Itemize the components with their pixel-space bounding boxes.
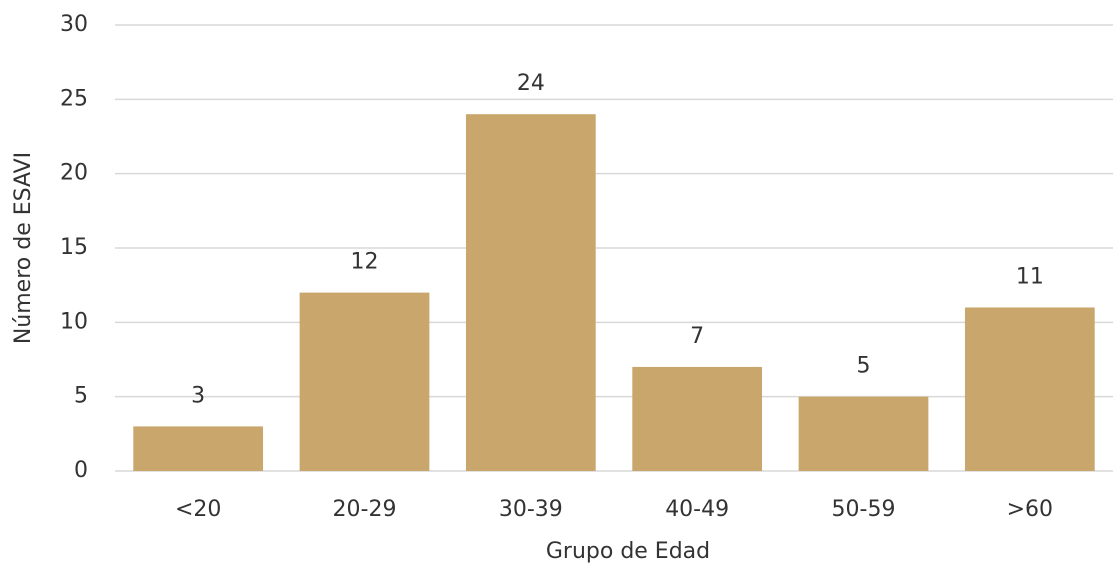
x-tick-label: >60 [1007, 497, 1053, 522]
y-tick-label: 25 [60, 86, 88, 111]
x-tick-label: 50-59 [832, 497, 896, 522]
bar [465, 114, 596, 471]
bar [798, 396, 929, 471]
y-tick-label: 20 [60, 161, 88, 186]
data-label: 3 [191, 383, 205, 408]
y-axis-label: Número de ESAVI [11, 152, 36, 344]
data-label: 7 [690, 324, 704, 349]
y-tick-label: 0 [74, 458, 88, 483]
data-label: 5 [857, 354, 871, 379]
bar [299, 292, 430, 471]
y-tick-label: 15 [60, 235, 88, 260]
x-axis-label: Grupo de Edad [546, 539, 710, 564]
bar [632, 366, 763, 471]
x-tick-label: 40-49 [665, 497, 729, 522]
x-tick-label: <20 [175, 497, 221, 522]
bar [133, 426, 264, 471]
data-label: 12 [351, 250, 379, 275]
data-label: 24 [517, 71, 545, 96]
y-tick-label: 5 [74, 384, 88, 409]
y-tick-label: 30 [60, 12, 88, 37]
data-label: 11 [1016, 264, 1044, 289]
x-tick-label: 30-39 [499, 497, 563, 522]
x-tick-label: 20-29 [333, 497, 397, 522]
y-tick-label: 10 [60, 309, 88, 334]
bar [964, 307, 1095, 471]
